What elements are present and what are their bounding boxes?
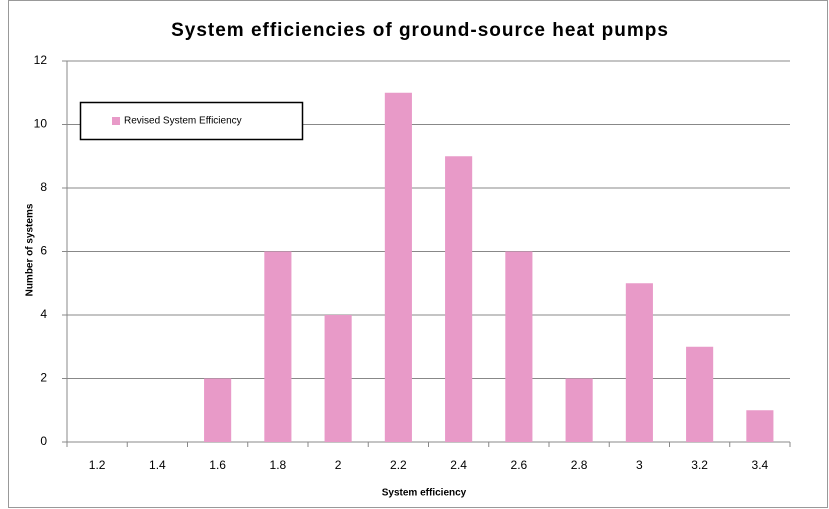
y-tick-label: 0 (40, 434, 47, 448)
chart-title: System efficiencies of ground-source hea… (171, 20, 669, 41)
x-tick-label: 2.6 (511, 458, 528, 472)
x-tick-label: 1.2 (89, 458, 106, 472)
y-tick-label: 10 (34, 117, 48, 131)
x-tick-label: 3 (636, 458, 643, 472)
bar (625, 283, 653, 442)
x-tick-label: 2.8 (571, 458, 588, 472)
x-tick-label: 1.8 (270, 458, 287, 472)
bar (746, 410, 774, 442)
x-tick-label: 3.2 (691, 458, 708, 472)
legend-label: Revised System Efficiency (124, 116, 242, 127)
x-tick-label: 2.2 (390, 458, 407, 472)
x-tick-label: 2.4 (450, 458, 467, 472)
x-tick-label: 2 (335, 458, 342, 472)
bar (445, 156, 473, 442)
bar (686, 346, 714, 442)
bar (264, 251, 292, 442)
y-tick-label: 12 (34, 53, 48, 67)
bar (384, 92, 412, 442)
legend-swatch (112, 117, 120, 125)
x-tick-label: 1.6 (209, 458, 226, 472)
y-tick-label: 2 (40, 371, 47, 385)
x-tick-label: 3.4 (752, 458, 769, 472)
y-tick-label: 6 (40, 244, 47, 258)
y-tick-label: 4 (40, 307, 47, 321)
x-axis-label: System efficiency (382, 488, 467, 499)
x-tick-label: 1.4 (149, 458, 166, 472)
y-axis-label: Number of systems (25, 203, 36, 296)
bar (324, 315, 352, 442)
bar (505, 251, 533, 442)
bar (565, 378, 593, 442)
y-tick-label: 8 (40, 180, 47, 194)
bar (204, 378, 232, 442)
